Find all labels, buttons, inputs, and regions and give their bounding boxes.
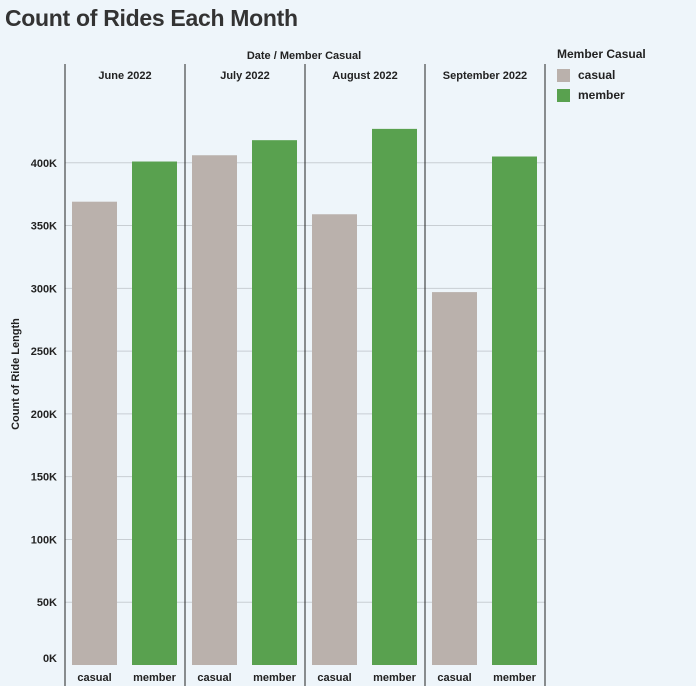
bar-0-casual	[72, 201, 117, 665]
x-tick-label-2-0: casual	[317, 672, 351, 684]
bar-3-casual	[432, 292, 477, 665]
y-tick-label-0: 0K	[43, 653, 57, 665]
bar-2-casual	[312, 214, 357, 665]
x-tick-label-3-0: casual	[437, 672, 471, 684]
x-tick-label-1-1: member	[253, 672, 297, 684]
y-tick-label-2: 100K	[31, 534, 57, 546]
y-tick-label-1: 50K	[37, 597, 57, 609]
bar-3-member	[492, 156, 537, 665]
group-label-1: July 2022	[220, 70, 270, 82]
y-tick-label-8: 400K	[31, 158, 57, 170]
y-tick-label-6: 300K	[31, 283, 57, 295]
bar-1-casual	[192, 155, 237, 665]
y-tick-label-5: 250K	[31, 346, 57, 358]
legend-swatch-member	[557, 88, 570, 102]
y-tick-label-3: 150K	[31, 472, 57, 484]
group-label-2: August 2022	[332, 70, 397, 82]
legend-label-member: member	[578, 88, 625, 102]
y-tick-label-7: 350K	[31, 221, 57, 233]
x-tick-label-0-1: member	[133, 672, 177, 684]
x-tick-label-1-0: casual	[197, 672, 231, 684]
y-tick-label-4: 200K	[31, 409, 57, 421]
legend-item-member[interactable]: member	[557, 85, 646, 105]
chart-title: Count of Rides Each Month	[5, 5, 298, 31]
legend-label-casual: casual	[578, 68, 616, 82]
x-tick-label-0-0: casual	[77, 672, 111, 684]
group-label-3: September 2022	[443, 70, 527, 82]
group-label-0: June 2022	[98, 70, 151, 82]
x-tick-label-3-1: member	[493, 672, 537, 684]
bar-0-member	[132, 161, 177, 665]
legend: Member Casual casual member	[557, 47, 646, 105]
legend-title: Member Casual	[557, 47, 646, 61]
legend-item-casual[interactable]: casual	[557, 65, 646, 85]
bar-2-member	[372, 128, 417, 665]
legend-swatch-casual	[557, 68, 570, 82]
x-tick-label-2-1: member	[373, 672, 417, 684]
y-axis-label: Count of Ride Length	[10, 318, 22, 430]
column-header: Date / Member Casual	[247, 50, 361, 62]
bar-1-member	[252, 140, 297, 665]
